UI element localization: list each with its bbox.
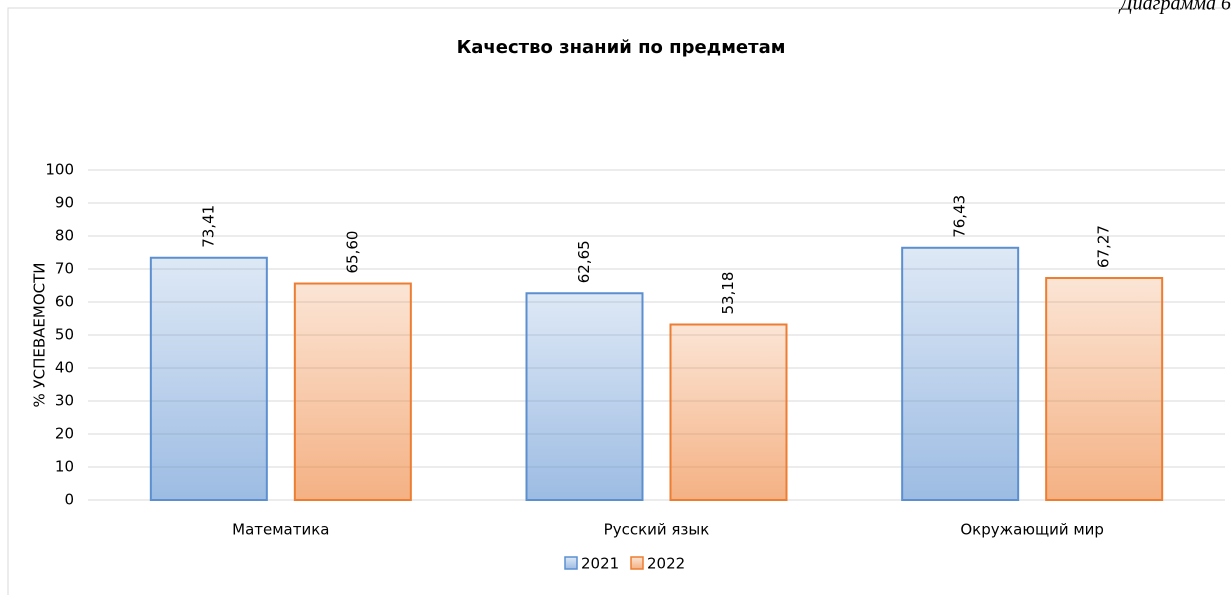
bar (901, 246, 1020, 501)
bar (293, 282, 412, 501)
y-tick-label: 60 (55, 293, 74, 311)
y-tick-label: 100 (45, 161, 74, 179)
y-tick-label: 10 (55, 458, 74, 476)
legend-swatch (564, 556, 578, 570)
y-tick-label: 50 (55, 326, 74, 344)
value-label: 53,18 (719, 272, 737, 315)
x-tick-label: Русский язык (604, 521, 710, 539)
y-tick-label: 70 (55, 260, 74, 278)
value-label: 67,27 (1095, 225, 1113, 268)
annotation: Диаграмма 6 (1118, 0, 1231, 15)
bar (669, 323, 788, 502)
legend-label: 2022 (647, 555, 685, 573)
value-label: 76,43 (951, 195, 969, 238)
y-tick-label: 20 (55, 425, 74, 443)
value-label: 65,60 (343, 231, 361, 274)
value-label: 73,41 (199, 205, 217, 248)
chart-frame (7, 7, 1231, 595)
x-tick-label: Окружающий мир (960, 521, 1104, 539)
y-tick-label: 0 (64, 491, 74, 509)
y-tick-label: 90 (55, 194, 74, 212)
legend-label: 2021 (581, 555, 619, 573)
value-label: 62,65 (575, 240, 593, 283)
y-tick-label: 30 (55, 392, 74, 410)
y-tick-label: 40 (55, 359, 74, 377)
y-tick-label: 80 (55, 227, 74, 245)
bar (525, 292, 644, 501)
y-axis-label: % УСПЕВАЕМОСТИ (31, 262, 49, 407)
chart-title: Качество знаний по предметам (457, 37, 786, 58)
legend-swatch (630, 556, 644, 570)
bar (149, 256, 268, 502)
bar (1045, 277, 1164, 501)
x-tick-label: Математика (232, 521, 329, 539)
